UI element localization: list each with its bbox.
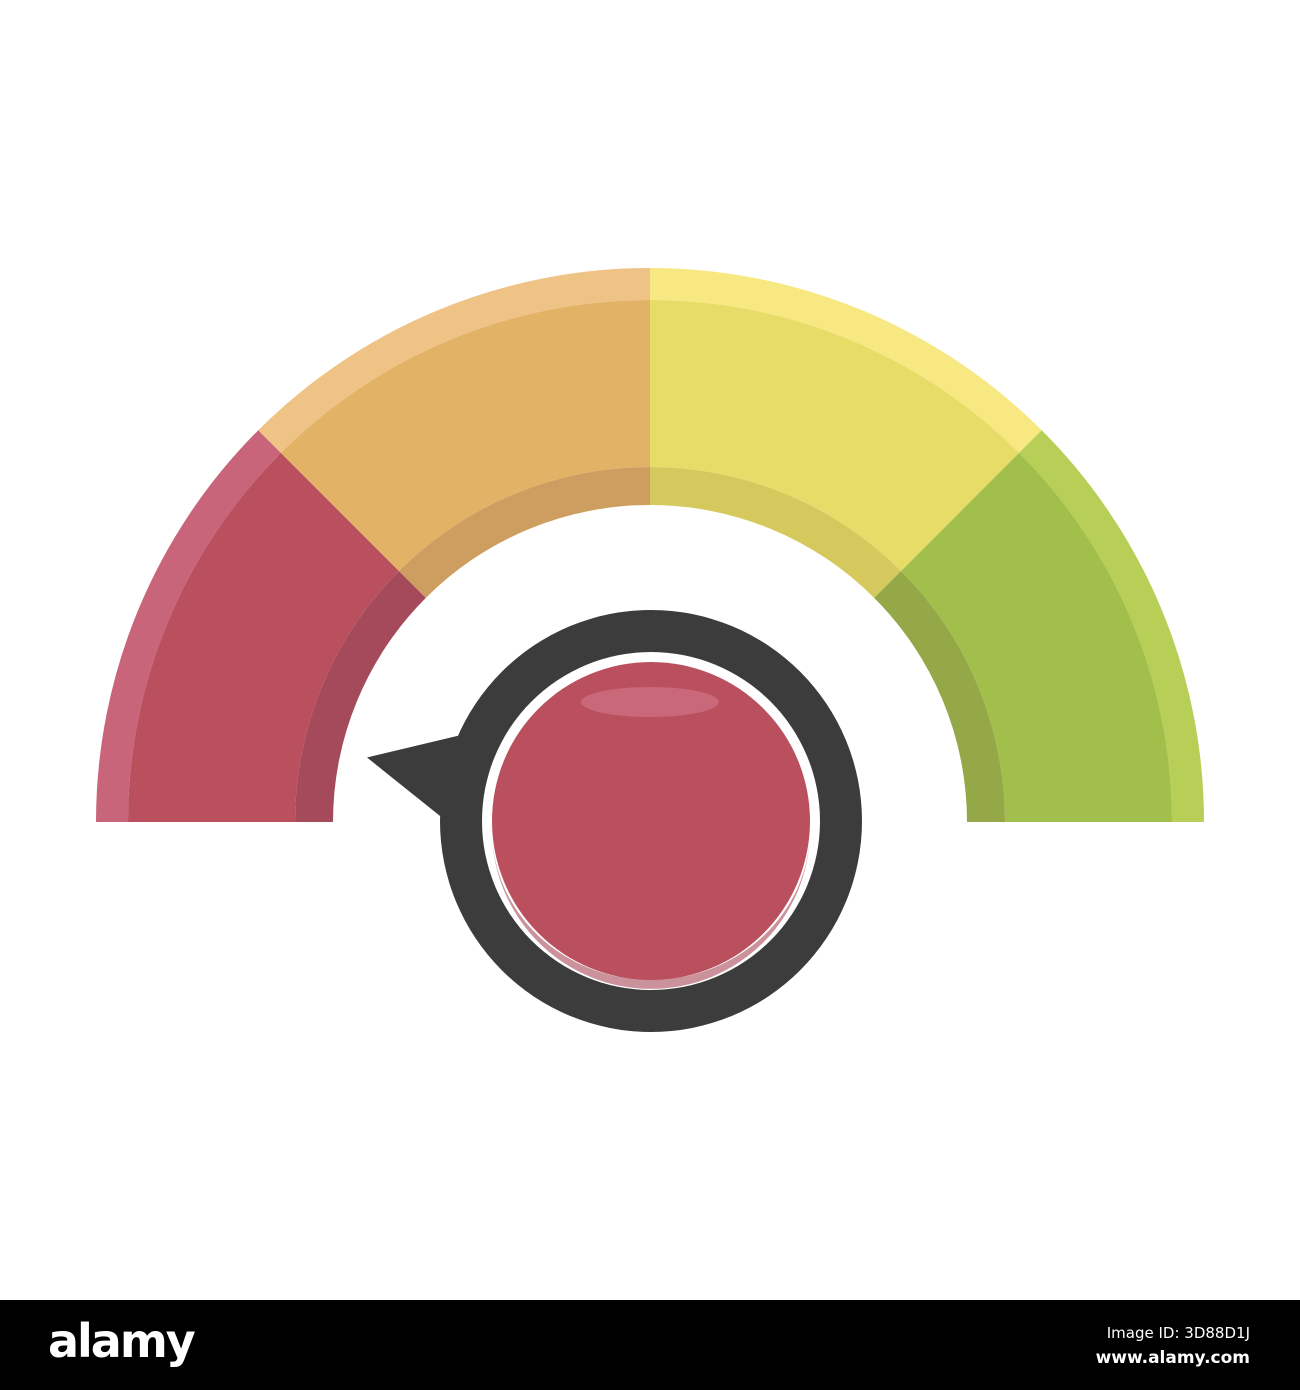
- site-url: www.alamy.com: [1095, 1348, 1250, 1368]
- gauge-segment-green-main: [901, 452, 1172, 822]
- gauge-segment-yellow-outer: [650, 268, 1042, 453]
- gauge-segment-green-outer: [1019, 430, 1204, 822]
- gauge-segment-red-inner: [295, 570, 426, 822]
- footer-bar: alamy Image ID: 3D88D1J www.alamy.com: [0, 1300, 1300, 1390]
- knob: [492, 662, 810, 980]
- gauge-segments: [96, 268, 1204, 822]
- alamy-logo: alamy: [48, 1314, 196, 1368]
- gauge-illustration: [96, 268, 1204, 1032]
- gauge-segment-orange-main: [280, 300, 650, 571]
- image-id: Image ID: 3D88D1J: [1106, 1324, 1250, 1342]
- gauge-segment-orange-inner: [398, 467, 650, 598]
- gauge-segment-red-main: [128, 452, 399, 822]
- gauge-segment-yellow-main: [650, 300, 1020, 571]
- gauge-segment-orange-outer: [258, 268, 650, 453]
- knob-highlight: [581, 687, 719, 717]
- gauge-segment-green-inner: [874, 570, 1005, 822]
- gauge-segment-yellow-inner: [650, 467, 902, 598]
- gauge-segment-red-outer: [96, 430, 281, 822]
